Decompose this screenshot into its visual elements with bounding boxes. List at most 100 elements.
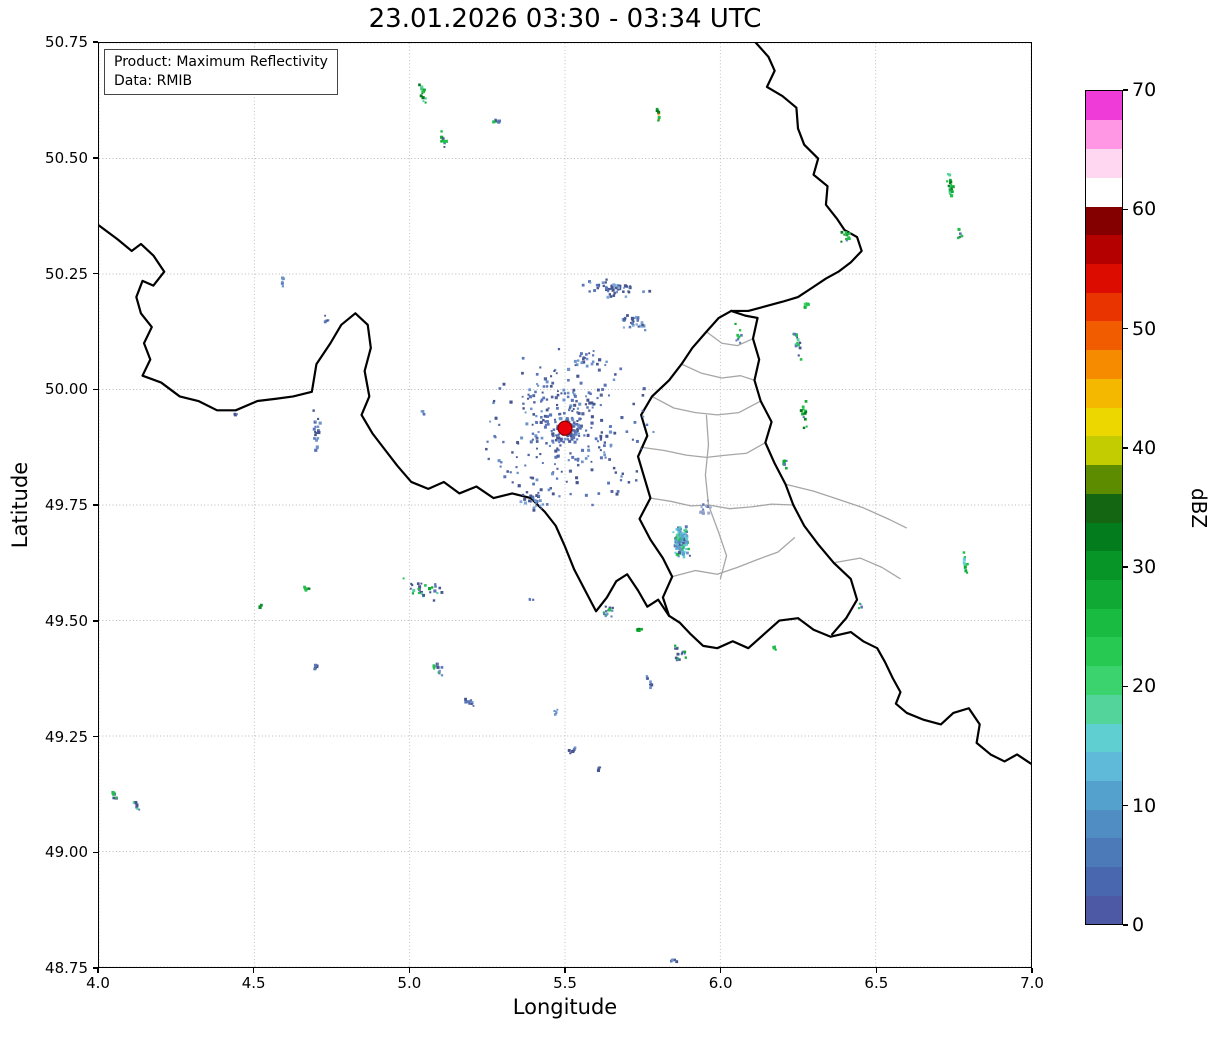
y-tick-mark <box>93 851 98 853</box>
radar-echo-pixel <box>433 667 435 670</box>
radar-echo-pixel <box>557 390 559 393</box>
radar-echo-pixel <box>523 501 528 505</box>
radar-echo-pixel <box>622 287 625 289</box>
radar-echo-pixel <box>680 539 683 542</box>
radar-echo-pixel <box>315 438 318 442</box>
radar-echo-pixel <box>794 344 798 348</box>
radar-echo-pixel <box>599 438 602 441</box>
district-border <box>681 363 755 381</box>
radar-echo-pixel <box>573 394 577 398</box>
radar-echo-pixel <box>421 96 425 100</box>
radar-echo-pixel <box>575 423 578 426</box>
radar-echo-pixel <box>566 367 571 371</box>
radar-echo-pixel <box>676 657 679 660</box>
radar-echo-pixel <box>629 285 632 288</box>
x-tick-label: 4.5 <box>241 974 266 992</box>
radar-echo-pixel <box>799 409 803 413</box>
radar-echo-pixel <box>571 455 575 459</box>
radar-echo-pixel <box>794 343 797 346</box>
radar-echo-pixel <box>844 231 848 234</box>
radar-echo-pixel <box>535 420 538 424</box>
radar-echo-pixel <box>797 354 800 357</box>
radar-echo-pixel <box>632 402 635 406</box>
radar-echo-pixel <box>585 395 588 398</box>
radar-echo-pixel <box>554 420 557 424</box>
radar-echo-pixel <box>411 584 414 587</box>
radar-echo-pixel <box>956 236 960 240</box>
radar-echo-pixel <box>657 116 661 120</box>
radar-echo-pixel <box>572 749 575 753</box>
colorbar-segment <box>1086 579 1122 609</box>
radar-echo-pixel <box>525 422 529 426</box>
radar-echo-pixel <box>803 302 807 306</box>
radar-echo-cluster <box>132 800 141 811</box>
radar-echo-pixel <box>598 446 601 449</box>
radar-echo-pixel <box>772 646 776 650</box>
radar-echo-pixel <box>542 418 545 422</box>
radar-echo-pixel <box>438 586 442 590</box>
radar-echo-pixel <box>573 359 577 363</box>
radar-echo-pixel <box>588 401 592 405</box>
radar-echo-pixel <box>591 503 594 507</box>
district-border <box>785 483 908 529</box>
radar-echo-pixel <box>669 960 673 963</box>
radar-echo-cluster <box>635 627 643 633</box>
radar-echo-pixel <box>525 491 529 494</box>
radar-echo-pixel <box>645 675 649 678</box>
radar-echo-pixel <box>317 430 321 435</box>
radar-echo-pixel <box>633 420 637 424</box>
radar-echo-pixel <box>675 960 679 964</box>
radar-echo-pixel <box>735 339 738 342</box>
radar-echo-pixel <box>949 180 953 184</box>
radar-echo-pixel <box>618 284 622 288</box>
radar-echo-pixel <box>613 431 617 435</box>
radar-echo-pixel <box>424 101 427 104</box>
radar-echo-pixel <box>313 437 316 440</box>
radar-echo-pixel <box>610 490 614 493</box>
radar-echo-pixel <box>676 652 680 656</box>
radar-echo-pixel <box>522 402 525 405</box>
radar-echo-pixel <box>592 350 595 352</box>
radar-echo-pixel <box>574 458 577 461</box>
radar-echo-pixel <box>554 396 558 400</box>
radar-echo-pixel <box>537 384 540 387</box>
radar-echo-pixel <box>556 447 559 450</box>
radar-echo-pixel <box>511 481 514 484</box>
radar-echo-pixel <box>497 120 501 124</box>
radar-echo-pixel <box>316 666 319 669</box>
radar-echo-pixel <box>802 416 805 419</box>
radar-echo-pixel <box>675 658 679 662</box>
radar-echo-cluster <box>440 130 448 148</box>
radar-echo-pixel <box>591 406 594 409</box>
radar-echo-pixel <box>589 392 592 396</box>
radar-echo-pixel <box>552 441 555 444</box>
radar-echo-pixel <box>580 361 584 365</box>
radar-echo-pixel <box>946 173 950 176</box>
radar-echo-pixel <box>555 372 558 375</box>
radar-echo-pixel <box>688 554 691 557</box>
radar-echo-cluster <box>655 107 661 122</box>
radar-echo-pixel <box>631 319 634 322</box>
radar-echo-pixel <box>576 427 579 430</box>
radar-echo-pixel <box>539 504 542 507</box>
radar-echo-pixel <box>964 569 968 572</box>
colorbar-tick-label: 70 <box>1132 79 1157 101</box>
radar-echo-pixel <box>556 708 559 711</box>
radar-echo-pixel <box>540 436 544 440</box>
radar-echo-pixel <box>532 506 535 509</box>
radar-echo-pixel <box>583 434 586 437</box>
radar-echo-pixel <box>563 392 567 395</box>
radar-echo-pixel <box>528 388 532 392</box>
radar-echo-pixel <box>796 338 800 342</box>
radar-echo-pixel <box>674 656 678 660</box>
radar-echo-pixel <box>422 88 426 92</box>
radar-echo-pixel <box>551 439 554 443</box>
radar-echo-pixel <box>545 380 549 384</box>
radar-echo-pixel <box>633 317 636 320</box>
radar-echo-cluster <box>323 314 330 324</box>
radar-echo-pixel <box>569 752 572 755</box>
x-tick-mark <box>408 968 411 973</box>
radar-echo-pixel <box>282 277 285 281</box>
radar-echo-pixel <box>472 704 475 707</box>
radar-echo-pixel <box>545 503 549 506</box>
